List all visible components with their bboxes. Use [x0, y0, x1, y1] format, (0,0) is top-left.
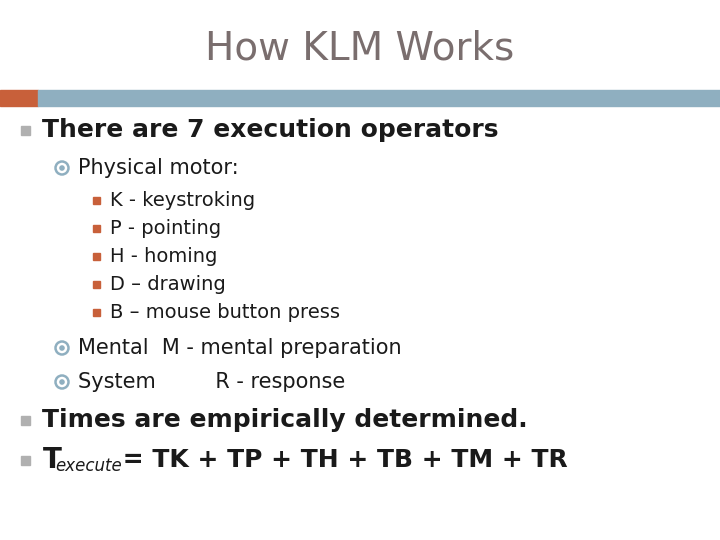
- Text: Times are empirically determined.: Times are empirically determined.: [42, 408, 528, 432]
- Bar: [20, 456, 30, 464]
- Text: How KLM Works: How KLM Works: [205, 29, 515, 67]
- Text: Physical motor:: Physical motor:: [78, 158, 238, 178]
- Text: Mental  M - mental preparation: Mental M - mental preparation: [78, 338, 402, 358]
- Circle shape: [60, 346, 64, 350]
- Text: There are 7 execution operators: There are 7 execution operators: [42, 118, 498, 142]
- Bar: [92, 253, 99, 260]
- Bar: [92, 308, 99, 315]
- Bar: [92, 197, 99, 204]
- Bar: [20, 415, 30, 424]
- Bar: [0, 90, 38, 106]
- Text: P - pointing: P - pointing: [110, 219, 221, 238]
- Text: $\mathbf{T}$: $\mathbf{T}$: [42, 446, 63, 474]
- Text: B – mouse button press: B – mouse button press: [110, 302, 340, 321]
- Text: execute: execute: [55, 457, 122, 475]
- Bar: [38, 90, 720, 106]
- Text: H - homing: H - homing: [110, 246, 217, 266]
- Bar: [92, 280, 99, 287]
- Bar: [20, 125, 30, 134]
- Circle shape: [60, 380, 64, 384]
- Text: K - keystroking: K - keystroking: [110, 191, 255, 210]
- Bar: [92, 225, 99, 232]
- Circle shape: [60, 166, 64, 170]
- Text: D – drawing: D – drawing: [110, 274, 226, 294]
- Text: System         R - response: System R - response: [78, 372, 346, 392]
- Text: = TK + TP + TH + TB + TM + TR: = TK + TP + TH + TB + TM + TR: [114, 448, 568, 472]
